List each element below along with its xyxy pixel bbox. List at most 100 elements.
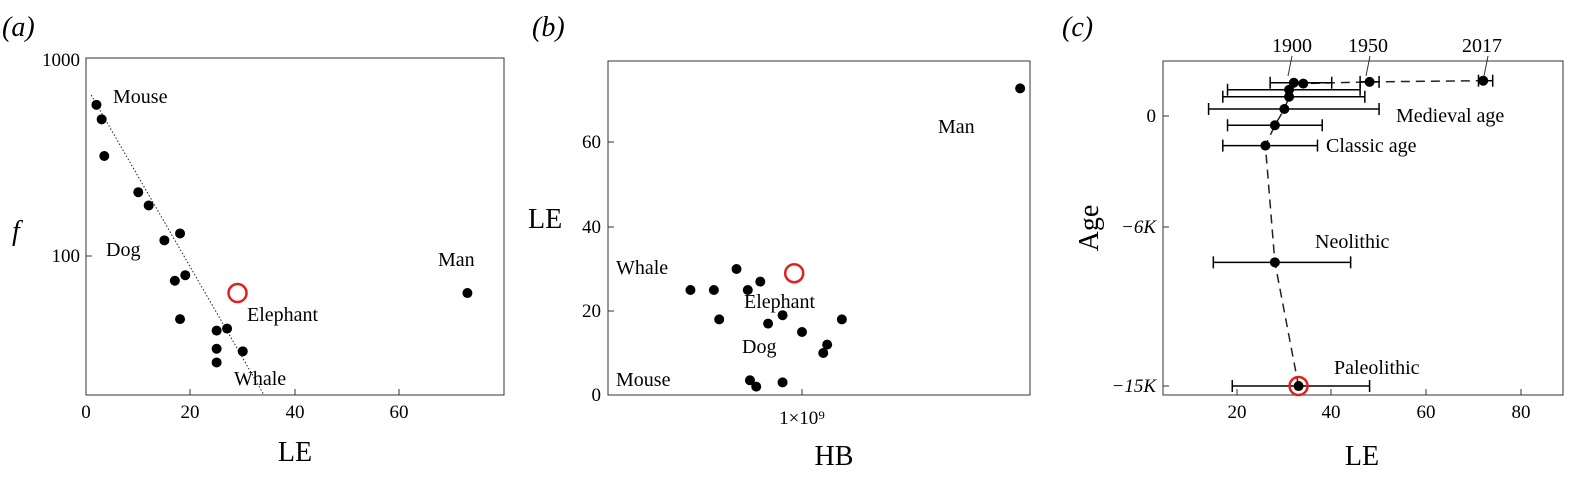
panel-a-xlabel: LE <box>278 437 312 468</box>
panel-c-ytick-label: −6K <box>1121 217 1157 238</box>
panel-a-data-point <box>133 187 144 198</box>
panel-a-data-point <box>99 150 110 161</box>
panel-a-data-point <box>96 114 107 125</box>
panel-a-data-point <box>175 314 186 325</box>
panel-a-data-point <box>237 346 248 357</box>
panel-c-leader-1900 <box>1287 55 1293 77</box>
panel-c-annotation-medieval: Medieval age <box>1396 105 1504 127</box>
panel-c-annotation-1900: 1900 <box>1272 35 1312 57</box>
panel-b-annotation-mouse: Mouse <box>616 369 671 391</box>
panel-a-data-point <box>211 325 222 336</box>
panel-b-data-point <box>836 314 847 325</box>
panel-b-data-point <box>818 348 829 358</box>
panel-b-highlight-marker <box>783 262 805 284</box>
panel-a-annotation-mouse: Mouse <box>113 86 168 108</box>
panel-c-xtick-label: 20 <box>1228 402 1247 423</box>
panel-a-annotation-man: Man <box>438 249 475 271</box>
panel-b-data-point <box>742 285 753 295</box>
panel-b-annotation-man: Man <box>938 116 975 138</box>
panel-c-xtick-label: 80 <box>1512 402 1531 423</box>
panel-a-annotation-elephant: Elephant <box>247 304 319 326</box>
panel-b-data-point <box>763 318 774 329</box>
panel-b-ylabel: LE <box>528 204 562 235</box>
panel-c-data-point <box>1260 140 1271 151</box>
panel-a-data-point <box>211 343 222 354</box>
panel-b-data-point <box>822 339 833 350</box>
panel-c-xtick-label: 60 <box>1417 402 1436 423</box>
panel-b-ytick-label: 60 <box>582 132 601 153</box>
panel-c-data-point <box>1269 257 1280 268</box>
panel-b-data-point <box>777 310 788 321</box>
panel-c-data-point <box>1284 91 1295 102</box>
panel-c-ylabel: Age <box>1074 205 1105 252</box>
panel-a-ytick-label: 1000 <box>42 50 80 71</box>
panel-a-ytick-label: 100 <box>52 246 81 267</box>
panel-b-ytick-label: 20 <box>582 301 601 322</box>
panel-a-fit-line <box>90 94 265 395</box>
panel-c-xtick-label: 40 <box>1322 402 1341 423</box>
panel-a-ylabel: f <box>12 216 23 247</box>
panel-c: (c) 20 40 60 80 0 −6K −15K LE Age 1900 1… <box>1062 12 1564 472</box>
panel-b-data-point <box>708 285 719 295</box>
panel-b-data-point <box>714 314 725 325</box>
panel-b-data-point <box>751 381 762 392</box>
panel-c-data-point <box>1288 77 1299 88</box>
panel-a-xtick-label: 0 <box>81 402 91 423</box>
panel-c-data-point <box>1364 76 1375 87</box>
panel-b-annotation-whale: Whale <box>616 257 668 279</box>
panel-a-data-point <box>159 235 170 246</box>
panel-c-data-point <box>1279 104 1290 114</box>
panel-b-ytick-label: 40 <box>582 217 601 238</box>
panel-b-data-point <box>777 377 788 388</box>
panel-a-data-point <box>175 228 186 239</box>
panel-a-xtick-label: 20 <box>181 402 200 423</box>
panel-a-data-point <box>222 323 233 334</box>
panel-a-annotation-dog: Dog <box>106 239 140 261</box>
panel-b-data-point <box>797 327 807 337</box>
panel-c-ytick-label: −15K <box>1112 376 1158 397</box>
panel-b-xtick-label: 1×10⁹ <box>779 408 825 429</box>
panel-c-annotation-2017: 2017 <box>1462 35 1502 57</box>
panel-c-annotation-neolithic: Neolithic <box>1315 231 1390 253</box>
panel-c-annotation-1950: 1950 <box>1348 35 1388 57</box>
panel-b-annotation-dog: Dog <box>742 336 776 358</box>
panel-c-data-point <box>1298 78 1309 89</box>
panel-c-leader-1950 <box>1365 55 1371 77</box>
panel-c-data-point <box>1478 75 1489 86</box>
panel-a: (a) 0 20 40 60 100 1000 LE f Mouse Dog M… <box>2 12 505 468</box>
panel-c-annotation-paleolithic: Paleolithic <box>1334 357 1420 379</box>
panel-b: (b) 1×10⁹ 0 20 40 60 HB LE Man Whale Ele… <box>528 12 1031 472</box>
panel-a-xtick-label: 40 <box>286 402 305 423</box>
panel-c-leader-2017 <box>1483 55 1489 77</box>
panel-c-label: (c) <box>1062 12 1093 43</box>
panel-b-data-point <box>685 285 696 295</box>
panel-b-annotation-elephant: Elephant <box>744 291 816 313</box>
panel-b-ytick-label: 0 <box>592 385 602 406</box>
panel-a-data-point <box>143 200 154 211</box>
panel-a-label: (a) <box>2 12 35 43</box>
panel-c-data-point <box>1293 381 1304 392</box>
panel-a-data-point <box>211 357 222 368</box>
panel-c-annotation-classic: Classic age <box>1326 135 1417 157</box>
panel-b-data-point <box>755 276 766 287</box>
panel-b-label: (b) <box>532 12 565 43</box>
panel-a-highlight-marker <box>227 282 248 304</box>
panel-a-data-point <box>462 288 473 299</box>
panel-b-data-point <box>1015 83 1026 94</box>
panel-c-frame <box>1162 60 1564 396</box>
panel-c-ytick-label: 0 <box>1147 106 1157 127</box>
panel-a-data-point <box>180 270 191 281</box>
panel-c-data-point <box>1284 84 1295 95</box>
panel-a-data-point <box>169 275 180 286</box>
panel-c-xlabel: LE <box>1345 441 1379 472</box>
panel-a-data-point <box>91 99 102 110</box>
panel-b-xlabel: HB <box>815 441 854 472</box>
panel-a-frame <box>85 57 505 396</box>
panel-b-frame <box>607 60 1031 396</box>
panel-b-data-point <box>731 264 742 274</box>
panel-c-data-point <box>1269 120 1280 131</box>
panel-b-data-point <box>744 375 755 386</box>
panel-c-highlight-marker <box>1288 375 1309 397</box>
panel-a-annotation-whale: Whale <box>234 368 286 390</box>
